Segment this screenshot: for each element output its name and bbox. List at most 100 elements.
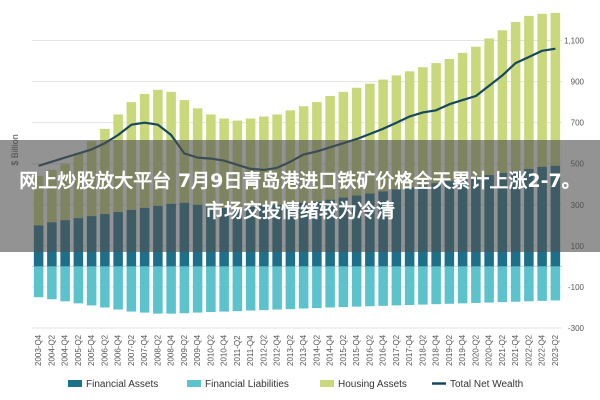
legend-label: Housing Assets (338, 379, 407, 390)
y-tick-label: 700 (571, 119, 585, 128)
bar-financial-liabilities (153, 266, 163, 314)
x-tick-label: 2015-Q4 (352, 334, 361, 366)
x-tick-label: 2019-Q4 (458, 334, 467, 366)
bar-financial-liabilities (550, 266, 561, 301)
bar-housing-assets (404, 71, 415, 188)
x-tick-label: 2022-Q2 (524, 334, 533, 366)
bar-financial-liabilities (351, 266, 362, 307)
legend-swatch (68, 380, 82, 387)
bar-financial-liabilities (325, 266, 335, 308)
x-tick-label: 2017-Q4 (405, 334, 414, 366)
bar-financial-liabilities (338, 266, 349, 308)
bar-financial-liabilities (47, 266, 57, 300)
bar-financial-liabilities (404, 266, 415, 306)
bar-financial-liabilities (378, 266, 388, 306)
bar-housing-assets (484, 38, 494, 176)
bar-financial-liabilities (510, 266, 521, 302)
x-tick-label: 2013-Q2 (286, 334, 295, 366)
overlay-banner (0, 140, 600, 252)
x-tick-label: 2018-Q2 (418, 334, 427, 366)
bar-financial-liabilities (139, 266, 150, 313)
x-tick-label: 2014-Q4 (326, 334, 335, 366)
bar-housing-assets (471, 46, 481, 178)
x-tick-label: 2015-Q2 (339, 334, 348, 366)
x-tick-label: 2011-Q4 (246, 335, 255, 366)
x-tick-label: 2020-Q2 (471, 334, 480, 366)
bar-housing-assets (457, 52, 468, 180)
x-tick-label: 2012-Q4 (273, 334, 282, 366)
bar-financial-liabilities (126, 266, 137, 312)
x-tick-label: 2008-Q2 (153, 334, 162, 366)
bar-financial-liabilities (444, 266, 455, 304)
bar-financial-liabilities (418, 266, 428, 305)
bar-housing-assets (444, 59, 455, 182)
bar-housing-assets (510, 22, 521, 171)
bar-financial-liabilities (312, 266, 322, 309)
x-tick-label: 2023-Q2 (551, 334, 560, 366)
bar-financial-liabilities (166, 266, 176, 314)
bar-financial-liabilities (60, 266, 70, 302)
bar-housing-assets (497, 30, 508, 173)
x-tick-label: 2009-Q4 (193, 334, 202, 366)
x-tick-label: 2005-Q2 (74, 334, 83, 366)
bar-housing-assets (537, 13, 547, 167)
bar-financial-liabilities (272, 266, 282, 310)
bar-housing-assets (391, 75, 402, 190)
x-tick-label: 2014-Q2 (312, 334, 321, 366)
legend-swatch (320, 380, 334, 387)
x-tick-label: 2018-Q4 (432, 334, 441, 366)
x-tick-label: 2011-Q2 (233, 335, 242, 366)
bar-financial-liabilities (33, 266, 44, 298)
x-tick-label: 2016-Q2 (365, 334, 374, 366)
bar-financial-liabilities (391, 266, 402, 306)
x-tick-label: 2008-Q4 (167, 334, 176, 366)
legend-label: Financial Liabilities (205, 379, 289, 390)
legend: Financial Assets Financial Liabilities Hou… (68, 379, 523, 390)
bar-financial-liabilities (285, 266, 296, 310)
bar-financial-liabilities (484, 266, 494, 303)
bar-housing-assets (431, 63, 441, 184)
bar-financial-liabilities (73, 266, 84, 304)
x-tick-label: 2004-Q4 (61, 334, 70, 366)
x-tick-label: 2009-Q2 (180, 334, 189, 366)
bar-housing-assets (378, 79, 388, 192)
x-tick-label: 2017-Q2 (392, 334, 401, 366)
bar-financial-liabilities (192, 266, 203, 313)
x-tick-label: 2012-Q2 (259, 334, 268, 366)
x-tick-label: 2013-Q4 (299, 334, 308, 366)
x-axis: 2003-Q4 2004-Q2 2004-Q4 2005-Q2 2005-Q4 2006-… (34, 334, 560, 366)
bar-housing-assets (524, 15, 534, 169)
bar-financial-liabilities (206, 266, 216, 312)
x-tick-label: 2020-Q4 (485, 334, 494, 366)
overlay-headline: 网上炒股放大平台 7月9日青岛港进口铁矿价格全天累计上涨2-7。市场交投情绪较为… (19, 170, 581, 222)
y-tick-label: -100 (568, 283, 585, 292)
bar-financial-liabilities (245, 266, 256, 311)
legend-label: Total Net Wealth (450, 379, 523, 390)
x-tick-label: 2007-Q2 (127, 334, 136, 366)
x-tick-label: 2005-Q4 (87, 334, 96, 366)
bar-housing-assets (550, 12, 561, 166)
bar-financial-liabilities (179, 266, 190, 314)
x-tick-label: 2022-Q4 (538, 334, 547, 366)
bar-financial-liabilities (431, 266, 441, 305)
bar-financial-liabilities (86, 266, 97, 306)
bar-financial-liabilities (497, 266, 508, 303)
bar-financial-liabilities (457, 266, 468, 304)
y-tick-label: 1,100 (564, 37, 585, 46)
legend-swatch (187, 380, 201, 387)
bar-financial-liabilities (259, 266, 269, 311)
x-tick-label: 2019-Q2 (445, 334, 454, 366)
y-tick-label: -300 (568, 324, 585, 333)
bar-financial-liabilities (113, 266, 123, 310)
x-tick-label: 2004-Q2 (47, 334, 56, 366)
y-tick-label: 900 (571, 78, 585, 87)
x-tick-label: 2021-Q4 (511, 334, 520, 366)
bar-housing-assets (365, 83, 375, 194)
x-tick-label: 2021-Q2 (498, 334, 507, 366)
x-tick-label: 2010-Q4 (220, 334, 229, 366)
bar-financial-liabilities (232, 266, 243, 312)
bar-financial-liabilities (471, 266, 481, 303)
bar-financial-liabilities (524, 266, 534, 302)
x-tick-label: 2007-Q4 (140, 334, 149, 366)
legend-label: Financial Assets (86, 379, 158, 390)
